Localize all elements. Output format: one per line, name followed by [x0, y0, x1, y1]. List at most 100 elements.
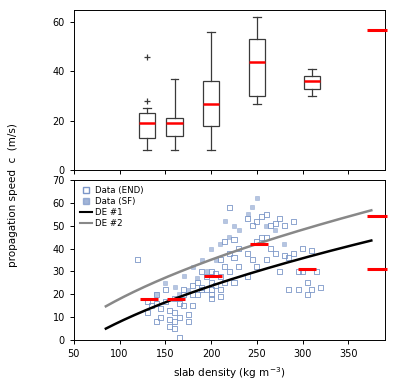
- Point: [222, 239, 228, 245]
- Point: [208, 246, 214, 252]
- Point: [245, 211, 251, 217]
- Point: [308, 287, 315, 293]
- Point: [217, 257, 223, 263]
- Point: [290, 218, 297, 224]
- Point: [203, 287, 210, 293]
- Point: [190, 303, 196, 309]
- Point: [281, 241, 288, 247]
- Point: [144, 310, 150, 316]
- Point: [226, 204, 233, 210]
- Point: [272, 220, 279, 226]
- Point: [235, 227, 242, 233]
- Point: [199, 257, 205, 263]
- Point: [185, 319, 192, 325]
- Point: [171, 284, 178, 291]
- Point: [304, 291, 310, 298]
- Bar: [304, 76, 320, 89]
- Point: [267, 246, 274, 252]
- Point: [263, 234, 269, 240]
- Bar: [166, 118, 183, 136]
- X-axis label: slab density (kg m$^{-3}$): slab density (kg m$^{-3}$): [173, 365, 286, 380]
- Point: [208, 296, 214, 302]
- Point: [290, 250, 297, 256]
- Point: [171, 296, 178, 302]
- Point: [258, 213, 265, 220]
- Point: [213, 271, 219, 277]
- Point: [194, 280, 201, 286]
- Point: [235, 246, 242, 252]
- Point: [226, 250, 233, 256]
- Bar: [203, 81, 219, 126]
- Point: [213, 282, 219, 288]
- Point: [217, 241, 223, 247]
- Point: [190, 264, 196, 270]
- Point: [217, 294, 223, 300]
- Point: [185, 287, 192, 293]
- Point: [245, 250, 251, 256]
- Point: [254, 218, 260, 224]
- Point: [158, 305, 164, 311]
- Point: [180, 303, 187, 309]
- Point: [217, 273, 223, 279]
- Point: [277, 268, 283, 274]
- Point: [245, 273, 251, 279]
- Point: [300, 268, 306, 274]
- Point: [148, 303, 155, 309]
- Point: [272, 250, 279, 256]
- Point: [272, 227, 279, 233]
- Text: propagation speed  c  (m/s): propagation speed c (m/s): [8, 124, 18, 267]
- Point: [162, 298, 168, 304]
- Point: [199, 268, 205, 274]
- Point: [158, 314, 164, 320]
- Point: [231, 255, 237, 261]
- Point: [144, 298, 150, 304]
- Point: [203, 273, 210, 279]
- Point: [277, 215, 283, 222]
- Point: [318, 284, 324, 291]
- Point: [231, 280, 237, 286]
- Bar: [249, 39, 265, 96]
- Point: [194, 291, 201, 298]
- Point: [222, 218, 228, 224]
- Point: [180, 273, 187, 279]
- Point: [208, 280, 214, 286]
- Point: [313, 268, 320, 274]
- Point: [245, 215, 251, 222]
- Point: [208, 287, 214, 293]
- Point: [308, 248, 315, 254]
- Point: [176, 300, 182, 307]
- Point: [153, 291, 159, 298]
- Point: [176, 291, 182, 298]
- Point: [263, 222, 269, 229]
- Point: [162, 280, 168, 286]
- Point: [171, 310, 178, 316]
- Point: [180, 287, 187, 293]
- Point: [249, 257, 255, 263]
- Point: [194, 275, 201, 282]
- Point: [185, 312, 192, 318]
- Point: [167, 323, 173, 330]
- Point: [226, 234, 233, 240]
- Point: [286, 255, 292, 261]
- Point: [267, 222, 274, 229]
- Point: [295, 268, 301, 274]
- Point: [304, 280, 310, 286]
- Point: [226, 268, 233, 274]
- Point: [217, 287, 223, 293]
- Point: [254, 239, 260, 245]
- Point: [300, 246, 306, 252]
- Point: [171, 319, 178, 325]
- Point: [176, 314, 182, 320]
- Point: [231, 236, 237, 242]
- Point: [208, 268, 214, 274]
- Point: [153, 319, 159, 325]
- Point: [167, 316, 173, 323]
- Point: [190, 282, 196, 288]
- Point: [222, 264, 228, 270]
- Point: [153, 300, 159, 307]
- Legend: Data (END), Data (SF), DE #1, DE #2: Data (END), Data (SF), DE #1, DE #2: [78, 184, 146, 230]
- Point: [263, 257, 269, 263]
- Point: [213, 257, 219, 263]
- Point: [153, 291, 159, 298]
- Point: [222, 280, 228, 286]
